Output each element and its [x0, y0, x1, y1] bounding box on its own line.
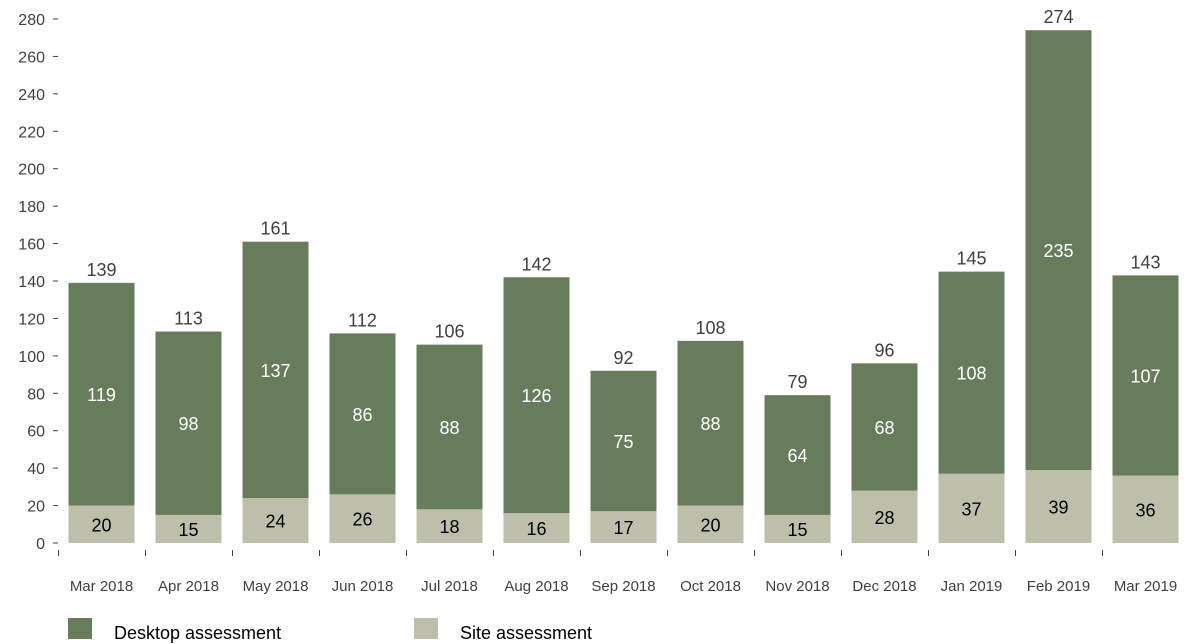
data-label-site-assessment: 16 [526, 519, 546, 539]
y-axis: 0 20 40 60 80 100 120 140 160 180 200 220 240 260 280 [18, 12, 58, 553]
y-tick-label: 260 [18, 49, 45, 66]
y-tick-label: 140 [18, 274, 45, 291]
bars [69, 30, 1179, 543]
data-label-site-assessment: 15 [178, 520, 198, 540]
data-label-site-assessment: 15 [787, 520, 807, 540]
y-tick-label: 240 [18, 87, 45, 104]
y-tick-label: 0 [36, 536, 45, 553]
data-label-site-assessment: 37 [961, 499, 981, 519]
data-label-desktop-assessment: 235 [1043, 241, 1073, 261]
data-label-total: 145 [956, 249, 986, 269]
data-label-site-assessment: 24 [265, 512, 285, 532]
data-label-site-assessment: 20 [91, 515, 111, 535]
x-tick-label: Dec 2018 [852, 578, 916, 595]
data-label-desktop-assessment: 126 [521, 386, 551, 406]
y-tick-label: 180 [18, 199, 45, 216]
data-label-total: 143 [1130, 252, 1160, 272]
y-tick-label: 20 [27, 499, 45, 516]
data-label-desktop-assessment: 88 [700, 414, 720, 434]
data-label-desktop-assessment: 119 [87, 385, 116, 405]
data-label-desktop-assessment: 64 [787, 446, 807, 466]
data-label-site-assessment: 28 [874, 508, 894, 528]
x-tick-label: Jan 2019 [941, 578, 1003, 595]
x-tick-label: Mar 2019 [1114, 578, 1177, 595]
x-tick-label: Nov 2018 [765, 578, 829, 595]
y-tick-label: 200 [18, 162, 45, 179]
y-tick-label: 80 [27, 386, 45, 403]
data-label-desktop-assessment: 108 [956, 364, 986, 384]
data-label-total: 108 [695, 318, 725, 338]
data-label-total: 96 [874, 340, 894, 360]
data-label-desktop-assessment: 98 [178, 414, 198, 434]
x-tick-label: Jun 2018 [332, 578, 394, 595]
data-label-site-assessment: 39 [1048, 498, 1068, 518]
data-label-total: 92 [613, 348, 633, 368]
data-label-desktop-assessment: 68 [874, 418, 894, 438]
data-label-desktop-assessment: 88 [439, 418, 459, 438]
data-label-total: 112 [348, 310, 377, 330]
data-label-site-assessment: 36 [1135, 500, 1155, 520]
x-tick-label: Oct 2018 [680, 578, 741, 595]
data-label-desktop-assessment: 86 [352, 405, 372, 425]
y-tick-label: 40 [27, 461, 45, 478]
x-tick-label: Feb 2019 [1027, 578, 1090, 595]
data-label-total: 161 [260, 219, 290, 239]
data-label-site-assessment: 18 [439, 517, 459, 537]
y-tick-label: 280 [18, 12, 45, 29]
data-label-total: 139 [86, 260, 116, 280]
data-label-total: 274 [1043, 7, 1073, 27]
y-tick-label: 60 [27, 424, 45, 441]
y-tick-label: 100 [18, 349, 45, 366]
data-label-total: 79 [787, 372, 807, 392]
x-tick-label: Aug 2018 [504, 578, 568, 595]
data-label-total: 113 [174, 309, 203, 329]
x-axis: Mar 2018 Apr 2018 May 2018 Jun 2018 Jul 2018… [59, 550, 1189, 595]
data-label-site-assessment: 26 [352, 510, 372, 530]
data-label-site-assessment: 20 [700, 515, 720, 535]
y-tick-label: 120 [18, 311, 45, 328]
x-tick-label: Mar 2018 [70, 578, 133, 595]
x-tick-label: Sep 2018 [591, 578, 655, 595]
data-label-total: 106 [434, 322, 464, 342]
data-label-desktop-assessment: 75 [613, 432, 633, 452]
data-label-total: 142 [521, 254, 551, 274]
y-tick-label: 160 [18, 237, 45, 254]
x-tick-label: May 2018 [243, 578, 309, 595]
x-tick-label: Apr 2018 [158, 578, 219, 595]
data-label-site-assessment: 17 [613, 518, 633, 538]
data-label-desktop-assessment: 137 [260, 361, 290, 381]
data-label-desktop-assessment: 107 [1130, 367, 1160, 387]
x-tick-label: Jul 2018 [421, 578, 478, 595]
y-tick-label: 220 [18, 124, 45, 141]
